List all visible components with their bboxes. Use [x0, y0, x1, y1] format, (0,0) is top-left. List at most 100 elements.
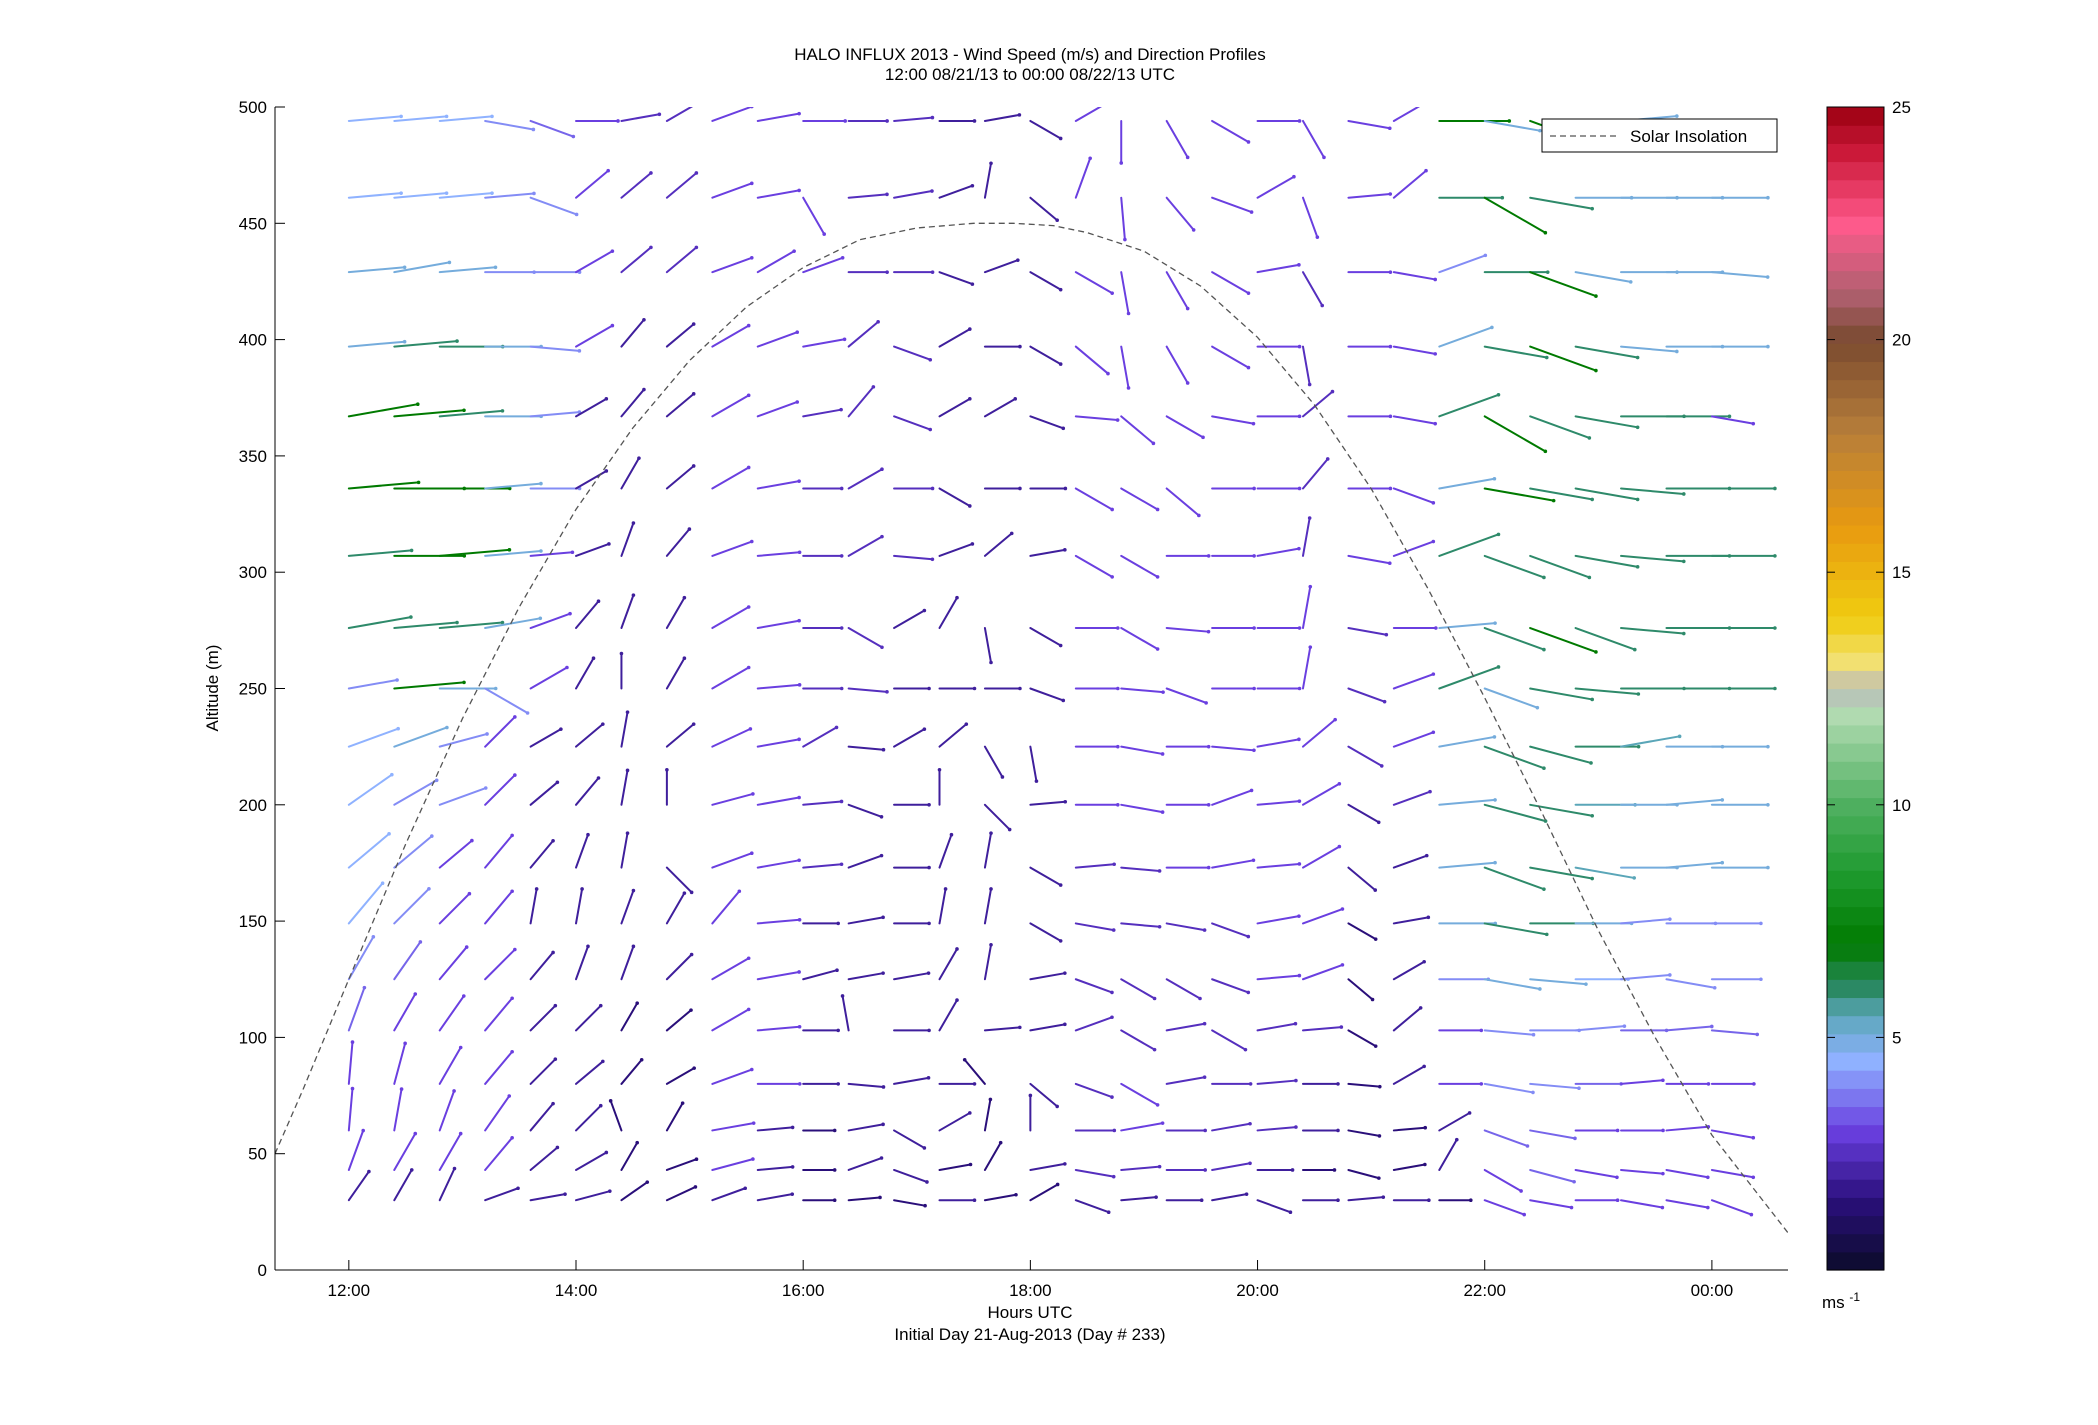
wind-vector-head	[1297, 486, 1302, 491]
wind-vector	[575, 542, 610, 557]
colorbar-band	[1827, 325, 1884, 344]
wind-vector-head	[1587, 575, 1592, 580]
wind-vector	[665, 528, 691, 557]
wind-vector-head	[926, 971, 931, 975]
wind-vector	[893, 554, 934, 561]
wind-vector-head	[750, 107, 754, 109]
wind-vector	[802, 338, 846, 348]
wind-vector	[347, 340, 406, 348]
wind-vector	[802, 408, 843, 418]
wind-vector	[1347, 803, 1380, 824]
wind-vector	[1529, 271, 1597, 298]
wind-vector	[1483, 1082, 1534, 1094]
wind-vector	[438, 266, 497, 274]
wind-vector-head	[1751, 1135, 1756, 1140]
wind-vector	[1347, 687, 1386, 703]
wind-vector	[1165, 119, 1189, 159]
wind-vector-head	[1206, 803, 1211, 807]
wind-vector-head	[1675, 349, 1679, 354]
wind-vector	[847, 320, 880, 348]
wind-vector	[1710, 1029, 1759, 1036]
wind-vector-head	[694, 171, 699, 175]
wind-vector-head	[1577, 1086, 1581, 1090]
x-tick-label: 20:00	[1236, 1281, 1279, 1300]
wind-vector	[1392, 271, 1437, 281]
wind-vector	[347, 266, 406, 274]
wind-vector-head	[1203, 1168, 1207, 1172]
colorbar-band	[1827, 1251, 1884, 1271]
wind-vector-head	[551, 838, 555, 843]
wind-vector	[1165, 922, 1206, 932]
wind-vector-head	[1063, 1162, 1067, 1166]
wind-vector	[1029, 1183, 1059, 1202]
wind-vector-head	[531, 127, 536, 132]
wind-vector	[1256, 547, 1300, 557]
wind-vector-head	[1248, 1161, 1252, 1166]
wind-vector	[529, 1102, 555, 1132]
wind-vector-head	[1433, 277, 1438, 282]
wind-vector	[665, 1102, 684, 1132]
wind-vector	[938, 328, 971, 348]
wind-vector-head	[649, 245, 653, 250]
y-tick-label: 0	[258, 1261, 267, 1280]
wind-vector	[1347, 922, 1377, 941]
wind-vector-head	[608, 1099, 613, 1103]
wind-vector-head	[880, 645, 884, 650]
wind-vector	[1392, 107, 1421, 122]
wind-vector-head	[836, 1082, 840, 1086]
wind-vector-head	[1706, 1205, 1710, 1210]
wind-vector-head	[563, 1192, 567, 1196]
wind-vector	[983, 259, 1019, 274]
colorbar-unit-exponent: -1	[1849, 1290, 1860, 1304]
wind-vector-head	[1320, 303, 1325, 308]
wind-vector	[1256, 738, 1300, 748]
wind-vector-head	[879, 1156, 884, 1160]
wind-vector	[529, 411, 581, 418]
wind-vector	[620, 388, 645, 418]
colorbar-band	[1827, 870, 1884, 889]
wind-vector	[1483, 803, 1547, 823]
wind-vector	[393, 887, 430, 925]
wind-vector	[1529, 415, 1591, 439]
wind-vector	[1620, 1168, 1664, 1175]
wind-vector	[1120, 487, 1159, 511]
wind-vector-head	[444, 191, 449, 195]
colorbar-band	[1827, 288, 1884, 308]
wind-vector-head	[989, 887, 993, 891]
wind-vector	[1256, 1079, 1297, 1085]
wind-vector-head	[1115, 686, 1120, 691]
wind-vector	[484, 1095, 511, 1132]
wind-vector	[1120, 1196, 1158, 1202]
wind-vector	[1710, 1168, 1755, 1179]
wind-vector	[1165, 271, 1189, 310]
wind-vector-head	[1681, 631, 1686, 636]
wind-vector	[1529, 1168, 1576, 1183]
wind-vector	[1256, 800, 1301, 806]
colorbar-band	[1827, 652, 1884, 671]
wind-vector-head	[415, 402, 420, 407]
wind-vector	[529, 781, 559, 806]
wind-vector-head	[1111, 928, 1116, 932]
wind-vector	[1483, 745, 1545, 770]
wind-vector-head	[1297, 414, 1302, 419]
wind-vector-head	[510, 996, 514, 1001]
wind-vector-head	[1594, 368, 1598, 373]
wind-vector	[438, 548, 511, 557]
wind-vector	[847, 745, 885, 751]
wind-vector	[1392, 916, 1430, 925]
wind-vector-head	[834, 725, 839, 730]
wind-vector-head	[1340, 963, 1345, 967]
wind-vector-head	[1246, 990, 1251, 995]
colorbar-tick-label: 25	[1892, 98, 1911, 117]
wind-vector	[1074, 271, 1114, 295]
wind-vector-head	[1248, 1082, 1253, 1086]
wind-vector-head	[1206, 554, 1211, 558]
wind-vector-head	[1297, 973, 1302, 978]
wind-vector-head	[1538, 128, 1542, 133]
wind-vector	[575, 887, 584, 925]
wind-vector	[1211, 789, 1253, 806]
wind-vector	[963, 1058, 986, 1085]
wind-vector-head	[1632, 647, 1637, 652]
wind-vector	[1347, 866, 1377, 892]
wind-vector-head	[464, 945, 469, 949]
